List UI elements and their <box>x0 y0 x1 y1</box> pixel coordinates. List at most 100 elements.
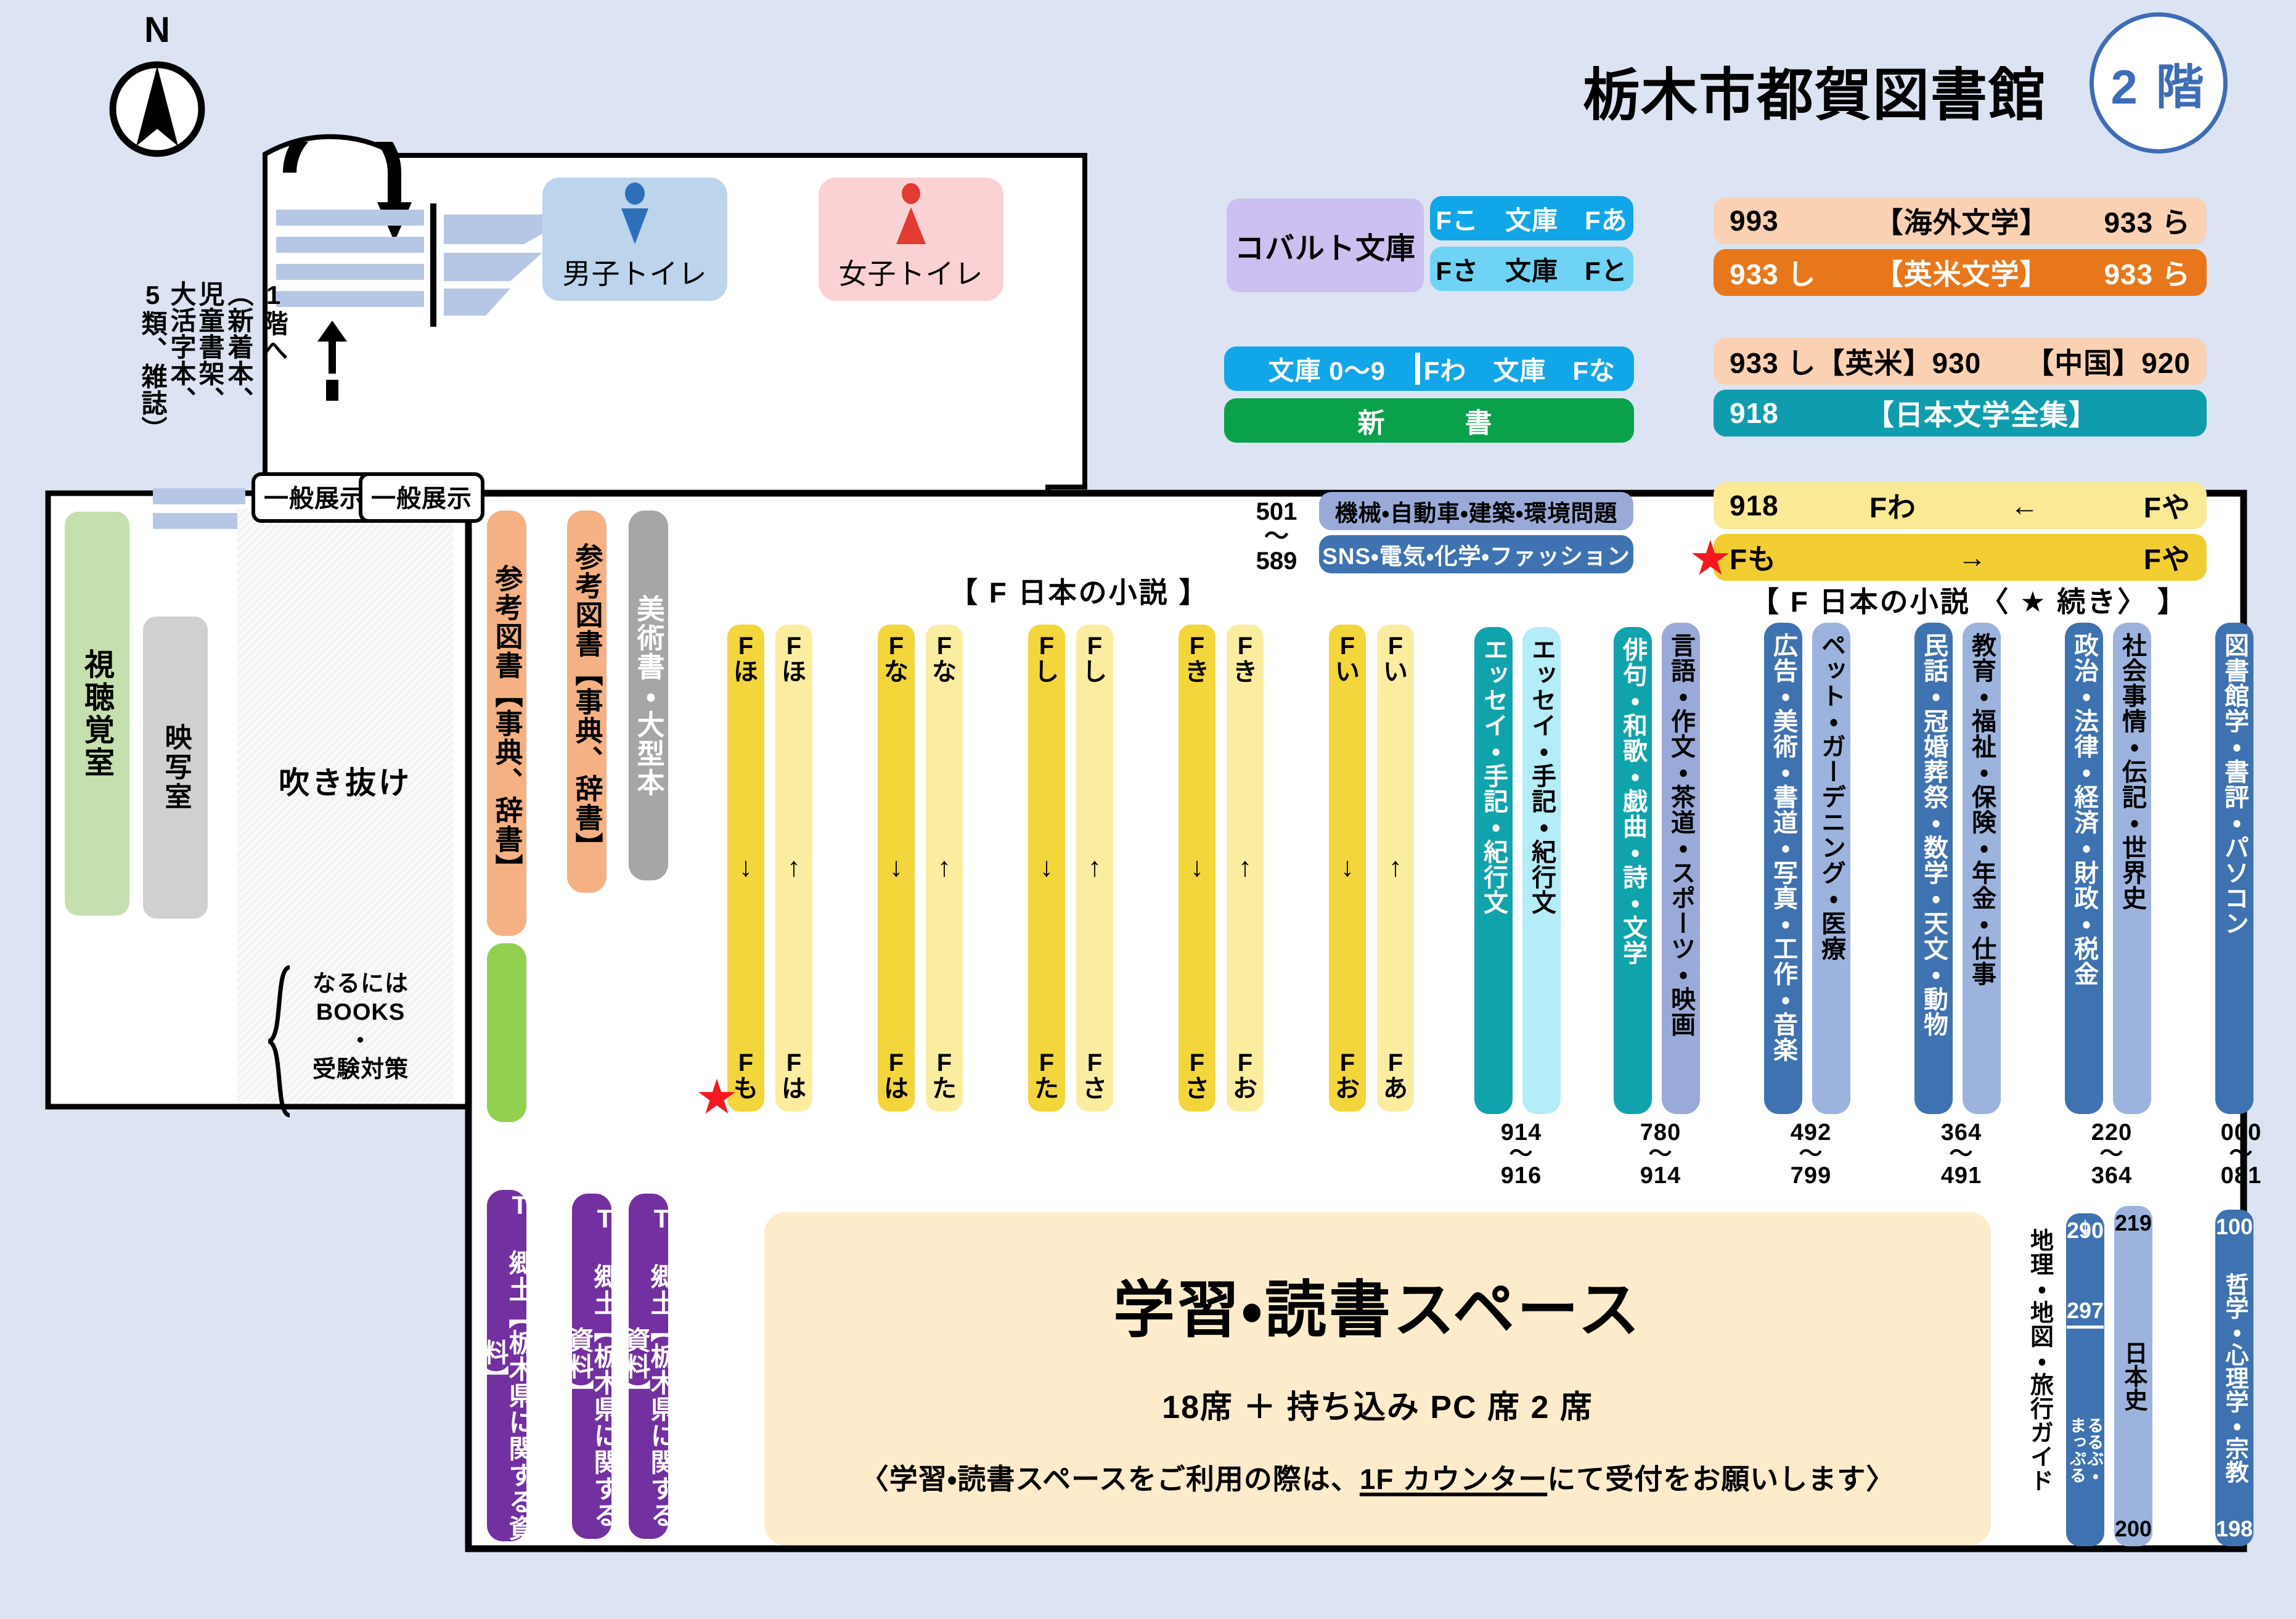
arrow-up-icon: ↑ <box>787 852 801 882</box>
atrium-void: 吹き抜け <box>237 509 453 1104</box>
shelf-local-1: T 郷土【栃木県に関する資料】 <box>480 1190 534 1541</box>
stairs-note-line3: 大活字本、 <box>167 281 197 413</box>
shelf-local-2-label: T 郷土【栃木県に関する資料】 <box>565 1204 619 1528</box>
room-projection: 映写室 <box>143 617 208 919</box>
naruniha-line2: BOOKS <box>316 999 406 1026</box>
range-501-tilde: 〜 <box>1264 523 1289 550</box>
shelf-politics-law: 政治・法律・経済・財政・税金 <box>2065 623 2103 1114</box>
range-780-top: 780 <box>1640 1120 1681 1146</box>
geo-num-bottom: 297 <box>2066 1300 2104 1329</box>
bar-f-wa-918: 918 Fわ ← Fや <box>1714 482 2207 529</box>
bar-993-mid: 【海外文学】 <box>1874 207 2049 239</box>
range-220-top: 220 <box>2091 1120 2133 1146</box>
stairs-landing <box>276 210 424 307</box>
range-492-799: 492 〜 799 <box>1768 1121 1854 1189</box>
shelf-politics-law-label: 政治・法律・経済・財政・税金 <box>2070 633 2098 986</box>
female-figure-icon <box>893 182 929 244</box>
study-note-post: にて受付をお願いします〉 <box>1547 1463 1895 1495</box>
room-projection-label: 映写室 <box>160 723 191 812</box>
toilet-male-label: 男子トイレ <box>562 258 708 290</box>
range-914-tilde: 〜 <box>1509 1141 1534 1167</box>
bar-bunko-0-9-right: Fわ 文庫 Fな <box>1423 356 1616 385</box>
shelf-f-label-bottom: Fさ <box>1185 1049 1209 1102</box>
bar-machine-auto: 機械・自動車・建築・環境問題 <box>1319 492 1633 530</box>
bar-foreign-lit-930: 933 し【英米】930 【中国】920 <box>1714 338 2207 385</box>
naruniha-line1: なるには <box>312 971 409 997</box>
shelf-f-label-bottom: Fは <box>782 1049 806 1102</box>
bar-933-mid: 【英米文学】 <box>1874 258 2049 290</box>
shelf-essay-1: エッセイ・手記・紀行文 <box>1474 627 1513 1114</box>
geography-label-text: 地理・地図・旅行ガイド <box>2026 1228 2053 1493</box>
geo-sub-line2: まっぷる <box>2067 1417 2086 1483</box>
range-364-491: 364 〜 491 <box>1918 1121 2004 1187</box>
study-space-note: 〈学習・読書スペースをご利用の際は、1F カウンターにて受付をお願いします〉 <box>860 1457 1895 1498</box>
bar-shinsho: 新 書 <box>1224 398 1634 443</box>
jp-hist-num-bottom: 200 <box>2114 1516 2152 1541</box>
arrow-down-icon: ↓ <box>889 852 903 882</box>
shelf-f-label-bottom: Fあ <box>1383 1049 1408 1102</box>
shelf-f-label-top: Fい <box>1335 633 1360 686</box>
bar-933-num: 933 し <box>1730 258 1816 290</box>
range-000-bottom: 081 <box>2220 1162 2262 1189</box>
geo-sub-label: るるぶ・ まっぷる <box>2067 1417 2103 1540</box>
stairs-note-line4: 5類、雑誌） <box>138 281 168 443</box>
shelf-f-novel-2-down: Fな ↓ Fは <box>878 625 915 1112</box>
shelf-art-music-label: 広告・美術・書道・写真・工作・音楽 <box>1770 633 1797 1062</box>
range-220-bottom: 364 <box>2091 1162 2133 1189</box>
bar-japanese-lit-collection: 918 【日本文学全集】 <box>1714 390 2207 437</box>
bar-f-wa-num: 918 <box>1730 490 1779 522</box>
arrow-down-icon: ↓ <box>739 852 753 882</box>
shelf-f-label-bottom: Fた <box>932 1049 957 1102</box>
room-audiovisual: 視聴覚室 <box>65 512 129 916</box>
shelf-art-music: 広告・美術・書道・写真・工作・音楽 <box>1764 623 1802 1114</box>
jp-hist-num-top: 219 <box>2114 1210 2152 1236</box>
shelf-haiku: 俳句・和歌・戯曲・詩・文学 <box>1614 627 1652 1114</box>
atrium-label: 吹き抜け <box>279 766 412 800</box>
shelf-folklore-math: 民話・冠婚葬祭・数学・天文・動物 <box>1914 623 1953 1114</box>
shelf-reference-1: 参考図書【事典、辞書】 <box>487 510 526 936</box>
shelf-f-label-bottom: Fも <box>733 1049 758 1102</box>
shelf-society-history-label: 社会事情・伝記・世界史 <box>2118 633 2146 911</box>
stairs-note: 1階へ （新着本、 児童書架、 大活字本、 5類、雑誌） <box>138 281 316 484</box>
range-492-bottom: 799 <box>1790 1162 1832 1189</box>
shelf-pet-medical: ペット・ガーデニング・医療 <box>1812 623 1850 1114</box>
shelf-local-3-label: T 郷土【栃木県に関する資料】 <box>621 1204 676 1528</box>
shelf-language-sports: 言語・作文・茶道・スポーツ・映画 <box>1662 623 1700 1114</box>
shelf-language-sports-label: 言語・作文・茶道・スポーツ・映画 <box>1667 633 1694 1037</box>
bar-bunko-0-9: 文庫 0〜9 Fわ 文庫 Fな <box>1224 346 1634 391</box>
shelf-library-science-label: 図書館学・書評・パソコン <box>2221 633 2248 936</box>
bar-f-mo-label: Fも <box>1730 543 1777 575</box>
range-780-914: 780 〜 914 <box>1617 1120 1704 1187</box>
study-note-counter: 1F カウンター <box>1359 1463 1548 1495</box>
shelf-f-label-top: Fほ <box>733 633 758 686</box>
shelf-f-novel-5-up: Fい ↑ Fあ <box>1377 625 1414 1112</box>
f-novels-header-left: 【 F 日本の小説 】 <box>949 576 1209 609</box>
shelf-f-label-top: Fし <box>1082 633 1107 686</box>
f-novels-header-right: 【 F 日本の小説 〈 ★ 続き〉 】 <box>1751 586 2188 618</box>
naruniha-line4: 受験対策 <box>312 1057 409 1083</box>
brace-icon <box>268 965 291 1118</box>
shelf-f-label-top: Fな <box>932 633 957 686</box>
star-marker-start: ★ <box>695 1070 738 1124</box>
naruniha-books-label: なるには BOOKS ・ 受験対策 <box>290 970 431 1084</box>
bar-933-right: 933 ら <box>2104 258 2191 290</box>
phil-num-bottom: 198 <box>2215 1516 2253 1541</box>
range-220-tilde: 〜 <box>2099 1141 2124 1167</box>
room-audiovisual-label: 視聴覚室 <box>80 648 113 779</box>
compass-north-arrow-icon <box>109 61 205 157</box>
range-914-916: 914 〜 916 <box>1478 1121 1564 1187</box>
shelf-essay-1-label: エッセイ・手記・紀行文 <box>1480 637 1507 915</box>
shelf-local-3: T 郷土【栃木県に関する資料】 <box>621 1194 676 1539</box>
display-shelf-bands <box>153 488 245 529</box>
arrow-left-icon: ← <box>2010 490 2040 522</box>
shelf-f-label-bottom: Fお <box>1335 1049 1360 1102</box>
bar-bunko-fsa: Fさ 文庫 Fと <box>1430 247 1633 291</box>
stairs-note-line1: （新着本、 <box>224 281 254 413</box>
shelf-art-books: 美術書・大型本 <box>629 510 668 880</box>
bar-930-right: 【中国】920 <box>2025 347 2191 379</box>
shelf-f-label-top: Fき <box>1185 633 1209 686</box>
bar-cobalt-bunko: コバルト文庫 <box>1227 199 1424 292</box>
geo-num-top: 290 <box>2066 1218 2104 1243</box>
range-000-top: 000 <box>2220 1120 2262 1146</box>
shelf-reference-1-label: 参考図書【事典、辞書】 <box>491 564 523 883</box>
